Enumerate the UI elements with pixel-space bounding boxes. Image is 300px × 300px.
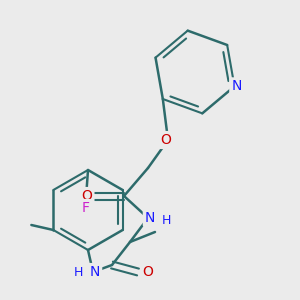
Text: F: F — [82, 201, 90, 215]
Text: O: O — [82, 189, 92, 203]
Text: O: O — [142, 265, 153, 279]
Text: O: O — [160, 133, 171, 147]
Text: H: H — [161, 214, 171, 226]
Text: N: N — [145, 211, 155, 225]
Text: H: H — [73, 266, 83, 278]
Text: N: N — [90, 265, 100, 279]
Text: N: N — [231, 80, 242, 93]
